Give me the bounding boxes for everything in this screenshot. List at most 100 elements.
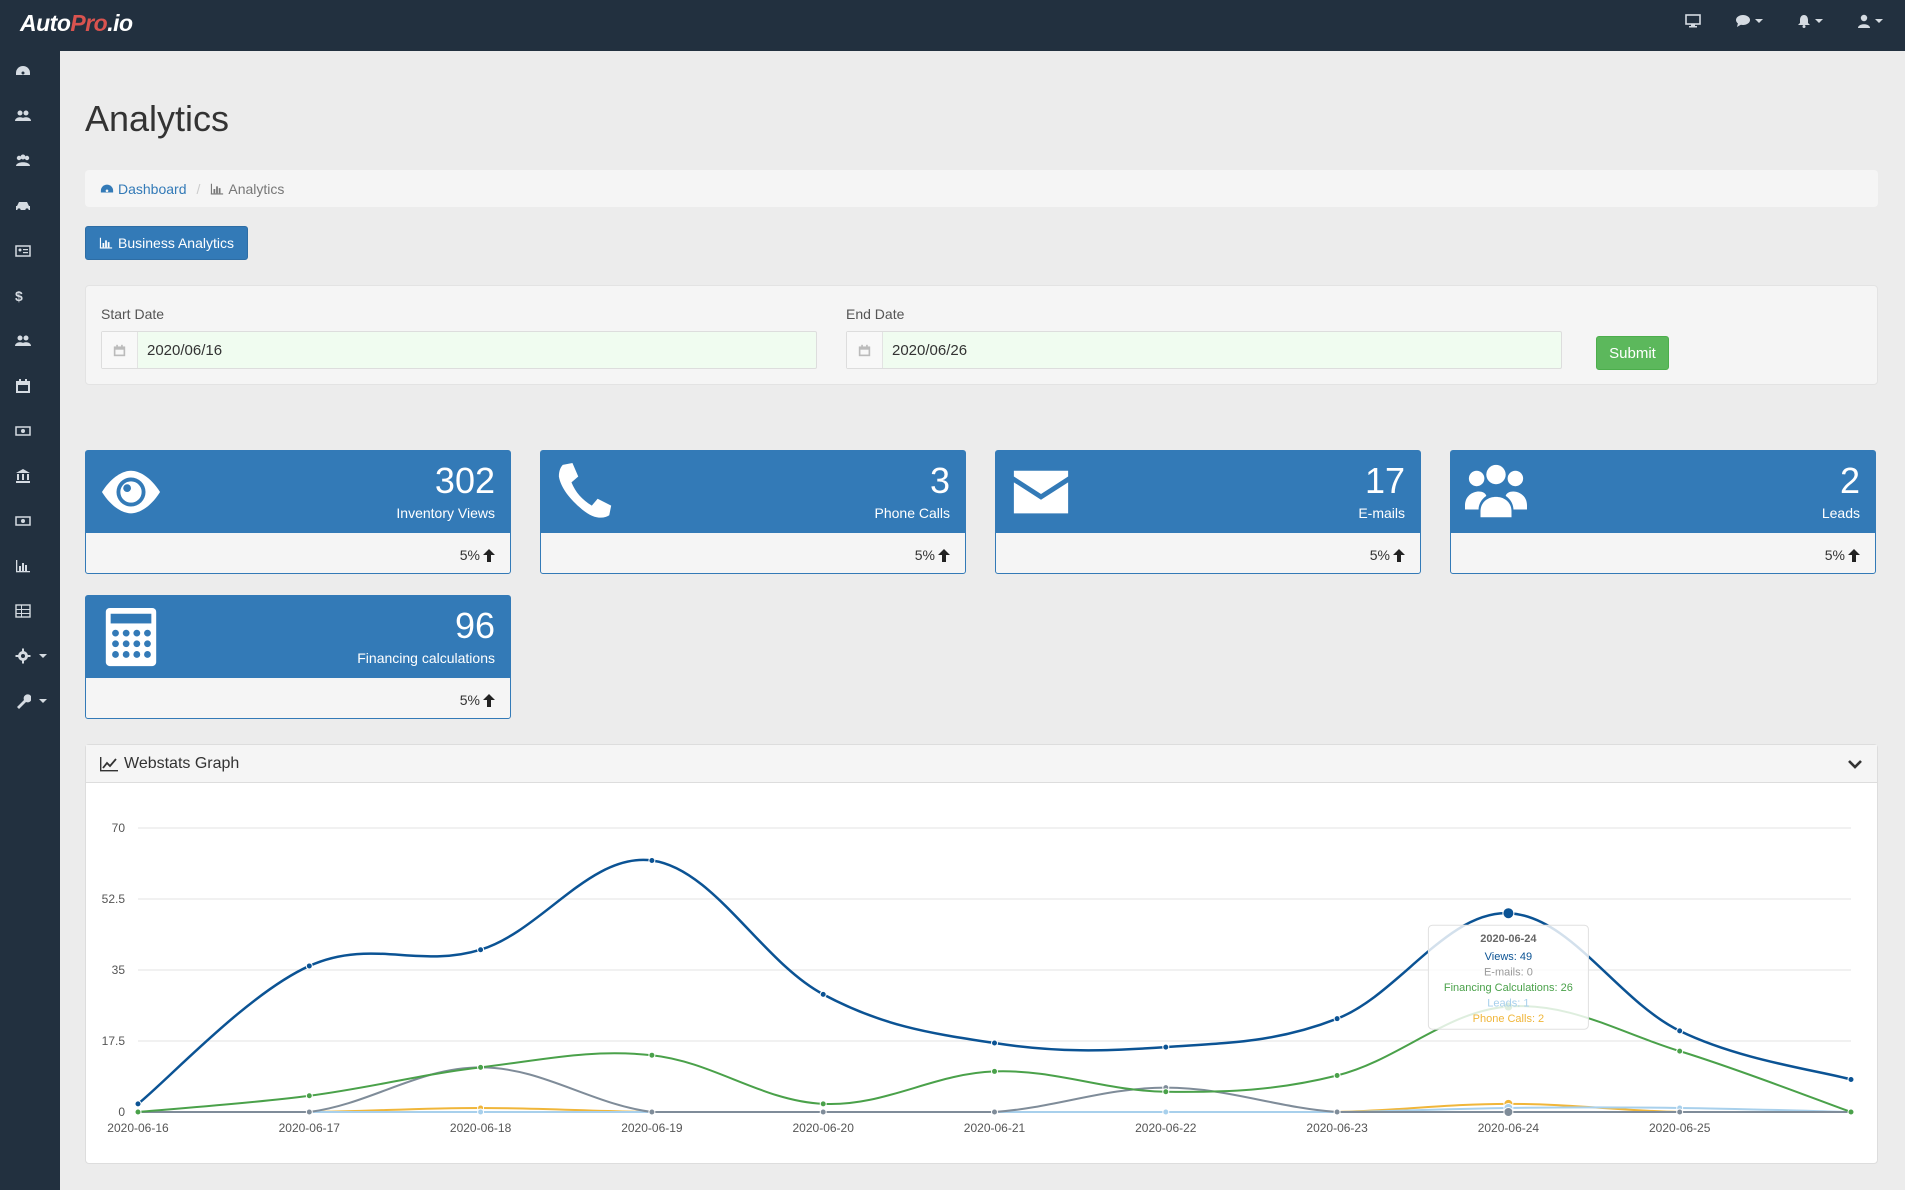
start-date-input[interactable] [138, 341, 808, 359]
arrow-up-icon [483, 548, 495, 562]
data-point [477, 946, 485, 954]
bar-chart-icon [99, 237, 113, 249]
stat-label: Financing calculations [357, 650, 495, 666]
x-tick-label: 2020-06-16 [107, 1121, 169, 1135]
brand-logo[interactable]: AutoPro.io [20, 10, 133, 37]
stat-change: 5% [460, 547, 495, 563]
x-tick-label: 2020-06-22 [1135, 1121, 1197, 1135]
tooltip-line: Views: 49 [1485, 951, 1533, 963]
stat-change: 5% [1825, 547, 1860, 563]
data-point [1502, 907, 1515, 920]
sidebar: $ [0, 51, 60, 1190]
webstats-chart: 0 17.5 35 52.5 70 2020-06-16 2020-06-17 2020-06… [102, 821, 1855, 1135]
stat-change-value: 5% [1369, 547, 1390, 563]
stat-value: 96 [454, 605, 495, 646]
end-date-input[interactable] [883, 341, 1553, 359]
comment-icon[interactable] [1735, 14, 1763, 28]
stat-change-value: 5% [914, 547, 935, 563]
calendar-icon[interactable] [847, 332, 883, 368]
sidebar-users-icon[interactable] [0, 101, 60, 131]
webstats-graph-panel: Webstats Graph 0 17.5 35 52.5 70 2020-06-16 20… [85, 744, 1878, 1164]
eye-icon [100, 461, 162, 523]
calendar-icon[interactable] [102, 332, 138, 368]
data-point [1847, 1108, 1855, 1116]
data-point [1162, 1108, 1170, 1116]
chevron-down-icon[interactable] [1847, 757, 1863, 771]
tooltip-line: Phone Calls: 2 [1473, 1013, 1545, 1025]
data-point [819, 990, 827, 998]
desktop-icon[interactable] [1685, 14, 1701, 28]
tooltip-line: E-mails: 0 [1484, 967, 1533, 979]
stat-label: E-mails [1358, 505, 1405, 521]
tooltip-line: Leads: 1 [1487, 998, 1529, 1010]
x-tick-label: 2020-06-23 [1306, 1121, 1368, 1135]
data-point [819, 1108, 827, 1116]
sidebar-bank-icon[interactable] [0, 461, 60, 491]
data-point [991, 1067, 998, 1075]
submit-button[interactable]: Submit [1596, 336, 1669, 370]
date-filter-panel: Start Date End Date Submit [85, 285, 1878, 385]
end-date-label: End Date [846, 306, 905, 322]
y-tick-label: 35 [112, 963, 126, 977]
graph-header[interactable]: Webstats Graph [86, 745, 1877, 783]
tooltip-title: 2020-06-24 [1480, 933, 1537, 945]
stat-change-value: 5% [459, 692, 480, 708]
stat-change: 5% [460, 692, 495, 708]
y-tick-label: 52.5 [102, 892, 126, 906]
data-point [305, 1108, 313, 1116]
data-point [477, 1063, 485, 1071]
sidebar-users-group-icon[interactable] [0, 146, 60, 176]
sidebar-money-icon-2[interactable] [0, 506, 60, 536]
data-point [134, 1100, 142, 1108]
stat-card-phone-calls: 3 Phone Calls 5% [540, 450, 966, 574]
stat-label: Leads [1821, 505, 1860, 521]
start-date-group[interactable] [101, 331, 817, 369]
breadcrumb-current: Analytics [210, 181, 284, 197]
business-analytics-label: Business Analytics [118, 235, 234, 251]
calculator-icon [100, 606, 162, 668]
data-point [1162, 1043, 1170, 1051]
x-tick-label: 2020-06-21 [964, 1121, 1026, 1135]
top-nav-icons [1685, 14, 1883, 28]
caret-icon [39, 654, 47, 658]
sidebar-money-icon[interactable] [0, 416, 60, 446]
x-tick-label: 2020-06-20 [793, 1121, 855, 1135]
stat-change: 5% [915, 547, 950, 563]
sidebar-car-icon[interactable] [0, 191, 60, 221]
data-point [1676, 1027, 1684, 1035]
data-point [1676, 1047, 1684, 1055]
sidebar-dashboard-icon[interactable] [0, 56, 60, 86]
sidebar-team-icon[interactable] [0, 326, 60, 356]
data-point [1333, 1015, 1341, 1023]
y-tick-label: 17.5 [102, 1034, 126, 1048]
line-chart-icon [100, 756, 118, 771]
caret-icon [39, 699, 47, 703]
dashboard-icon [100, 184, 114, 192]
stat-change-value: 5% [1824, 547, 1845, 563]
sidebar-wrench-icon[interactable] [0, 686, 60, 716]
envelope-icon [1010, 461, 1072, 523]
arrow-up-icon [938, 548, 950, 562]
caret-icon [1755, 19, 1763, 23]
series-line-views [137, 858, 1852, 1105]
sidebar-calendar-icon[interactable] [0, 371, 60, 401]
end-date-group[interactable] [846, 331, 1562, 369]
page-title: Analytics [85, 98, 230, 139]
stat-card-financing: 96 Financing calculations 5% [85, 595, 511, 719]
sidebar-bar-chart-icon[interactable] [0, 551, 60, 581]
breadcrumb-dashboard-link[interactable]: Dashboard [100, 181, 187, 197]
arrow-up-icon [1393, 548, 1405, 562]
sidebar-gear-icon[interactable] [0, 641, 60, 671]
sidebar-dollar-icon[interactable]: $ [15, 288, 23, 304]
bell-icon[interactable] [1797, 14, 1823, 28]
sidebar-table-icon[interactable] [0, 596, 60, 626]
sidebar-id-card-icon[interactable] [0, 236, 60, 266]
arrow-up-icon [483, 693, 495, 707]
business-analytics-button[interactable]: Business Analytics [85, 226, 248, 260]
users-icon [1465, 461, 1527, 523]
main-content: Analytics Dashboard / Analytics Business… [60, 51, 1905, 1190]
stat-value: 302 [434, 460, 495, 501]
data-point [648, 1051, 656, 1059]
user-icon[interactable] [1857, 14, 1883, 28]
data-point [991, 1108, 998, 1116]
